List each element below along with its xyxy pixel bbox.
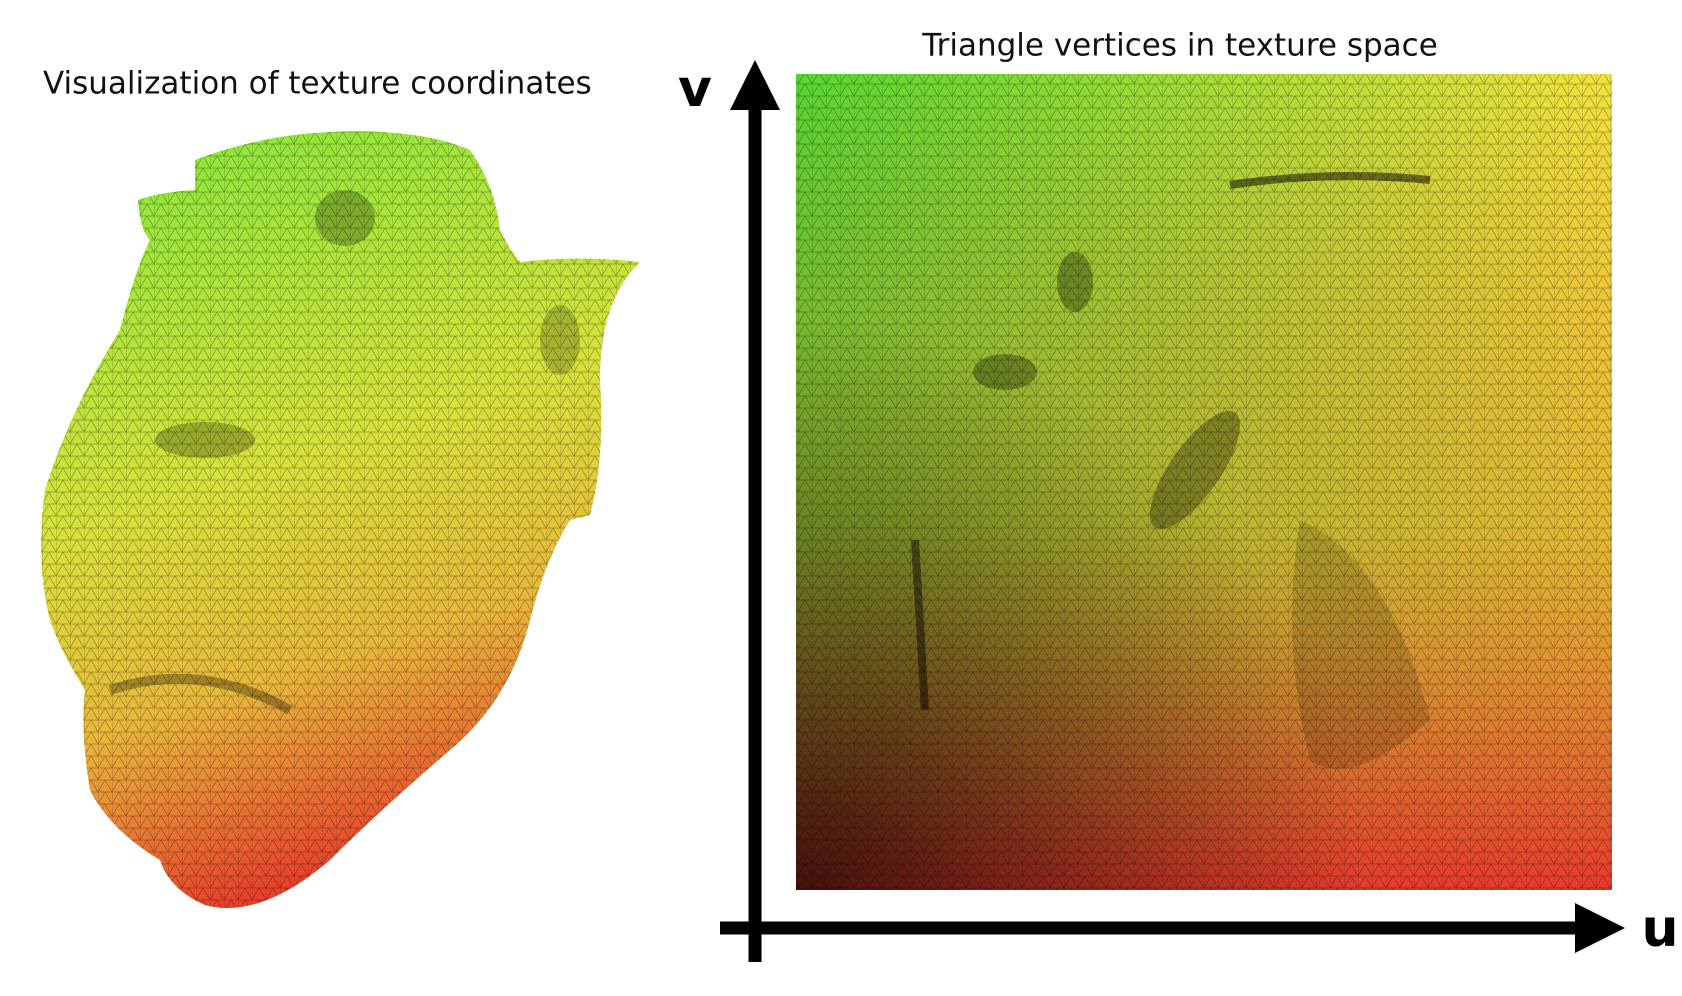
- axes: [720, 60, 1625, 962]
- v-axis-label: v: [678, 59, 712, 119]
- left-title: Visualization of texture coordinates: [43, 66, 592, 102]
- u-axis-label: u: [1641, 899, 1678, 959]
- texture-square: [796, 74, 1612, 890]
- face-mesh: [41, 131, 640, 908]
- right-title: Triangle vertices in texture space: [921, 28, 1438, 64]
